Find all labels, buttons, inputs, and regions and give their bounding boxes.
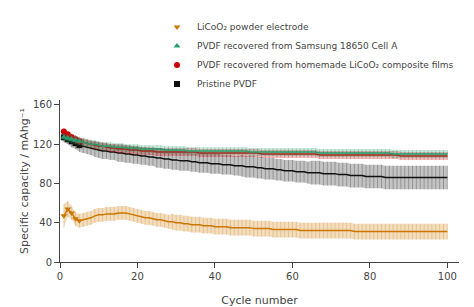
svg-text:40: 40: [39, 217, 52, 228]
svg-text:PVDF recovered from Samsung 18: PVDF recovered from Samsung 18650 Cell A: [197, 41, 398, 51]
svg-text:Specific capacity / mAhg⁻¹: Specific capacity / mAhg⁻¹: [18, 108, 31, 254]
svg-text:80: 80: [39, 178, 52, 189]
svg-text:0: 0: [57, 271, 63, 282]
svg-text:LiCoO₂ powder electrode: LiCoO₂ powder electrode: [197, 22, 309, 32]
svg-text:20: 20: [131, 271, 144, 282]
svg-text:100: 100: [438, 271, 457, 282]
svg-text:Pristine PVDF: Pristine PVDF: [197, 79, 257, 89]
svg-text:PVDF recovered from homemade L: PVDF recovered from homemade LiCoO₂ comp…: [197, 60, 454, 70]
svg-text:0: 0: [46, 257, 52, 268]
svg-text:120: 120: [33, 139, 52, 150]
svg-text:Cycle number: Cycle number: [221, 294, 298, 307]
svg-text:160: 160: [33, 99, 52, 110]
svg-text:80: 80: [364, 271, 377, 282]
svg-text:60: 60: [286, 271, 299, 282]
svg-text:40: 40: [209, 271, 222, 282]
